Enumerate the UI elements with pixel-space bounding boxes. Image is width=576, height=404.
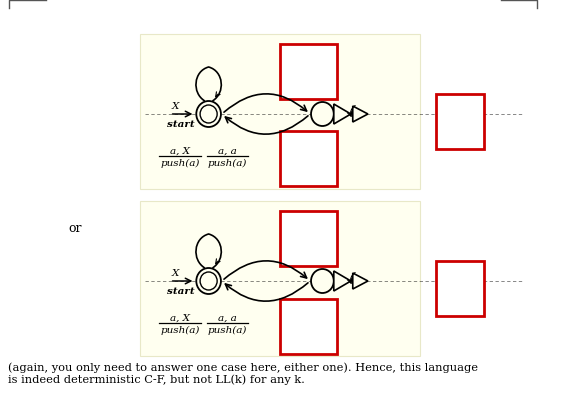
Bar — [436, 94, 484, 149]
Circle shape — [311, 269, 334, 293]
Text: a, a: a, a — [218, 147, 237, 156]
Text: start: start — [167, 120, 195, 129]
Circle shape — [196, 268, 221, 294]
Text: push(a): push(a) — [161, 159, 200, 168]
Text: push(a): push(a) — [161, 326, 200, 335]
FancyBboxPatch shape — [141, 34, 420, 189]
Text: a, a: a, a — [218, 314, 237, 323]
Text: start: start — [167, 287, 195, 296]
Bar — [280, 299, 336, 354]
Text: X: X — [172, 269, 179, 278]
Text: a, X: a, X — [170, 147, 190, 156]
Polygon shape — [334, 271, 351, 291]
Circle shape — [200, 105, 217, 123]
Circle shape — [196, 101, 221, 127]
Text: (again, you only need to answer one case here, either one). Hence, this language: (again, you only need to answer one case… — [7, 362, 478, 385]
Bar — [280, 44, 336, 99]
Polygon shape — [334, 104, 351, 124]
Polygon shape — [353, 273, 368, 289]
Circle shape — [200, 272, 217, 290]
Bar — [280, 211, 336, 266]
Text: push(a): push(a) — [208, 159, 247, 168]
FancyBboxPatch shape — [141, 201, 420, 356]
Text: X: X — [172, 102, 179, 111]
Bar — [436, 261, 484, 316]
Text: a, X: a, X — [170, 314, 190, 323]
Bar — [280, 131, 336, 186]
Text: or: or — [69, 223, 82, 236]
Polygon shape — [353, 106, 368, 122]
Text: push(a): push(a) — [208, 326, 247, 335]
Circle shape — [311, 102, 334, 126]
